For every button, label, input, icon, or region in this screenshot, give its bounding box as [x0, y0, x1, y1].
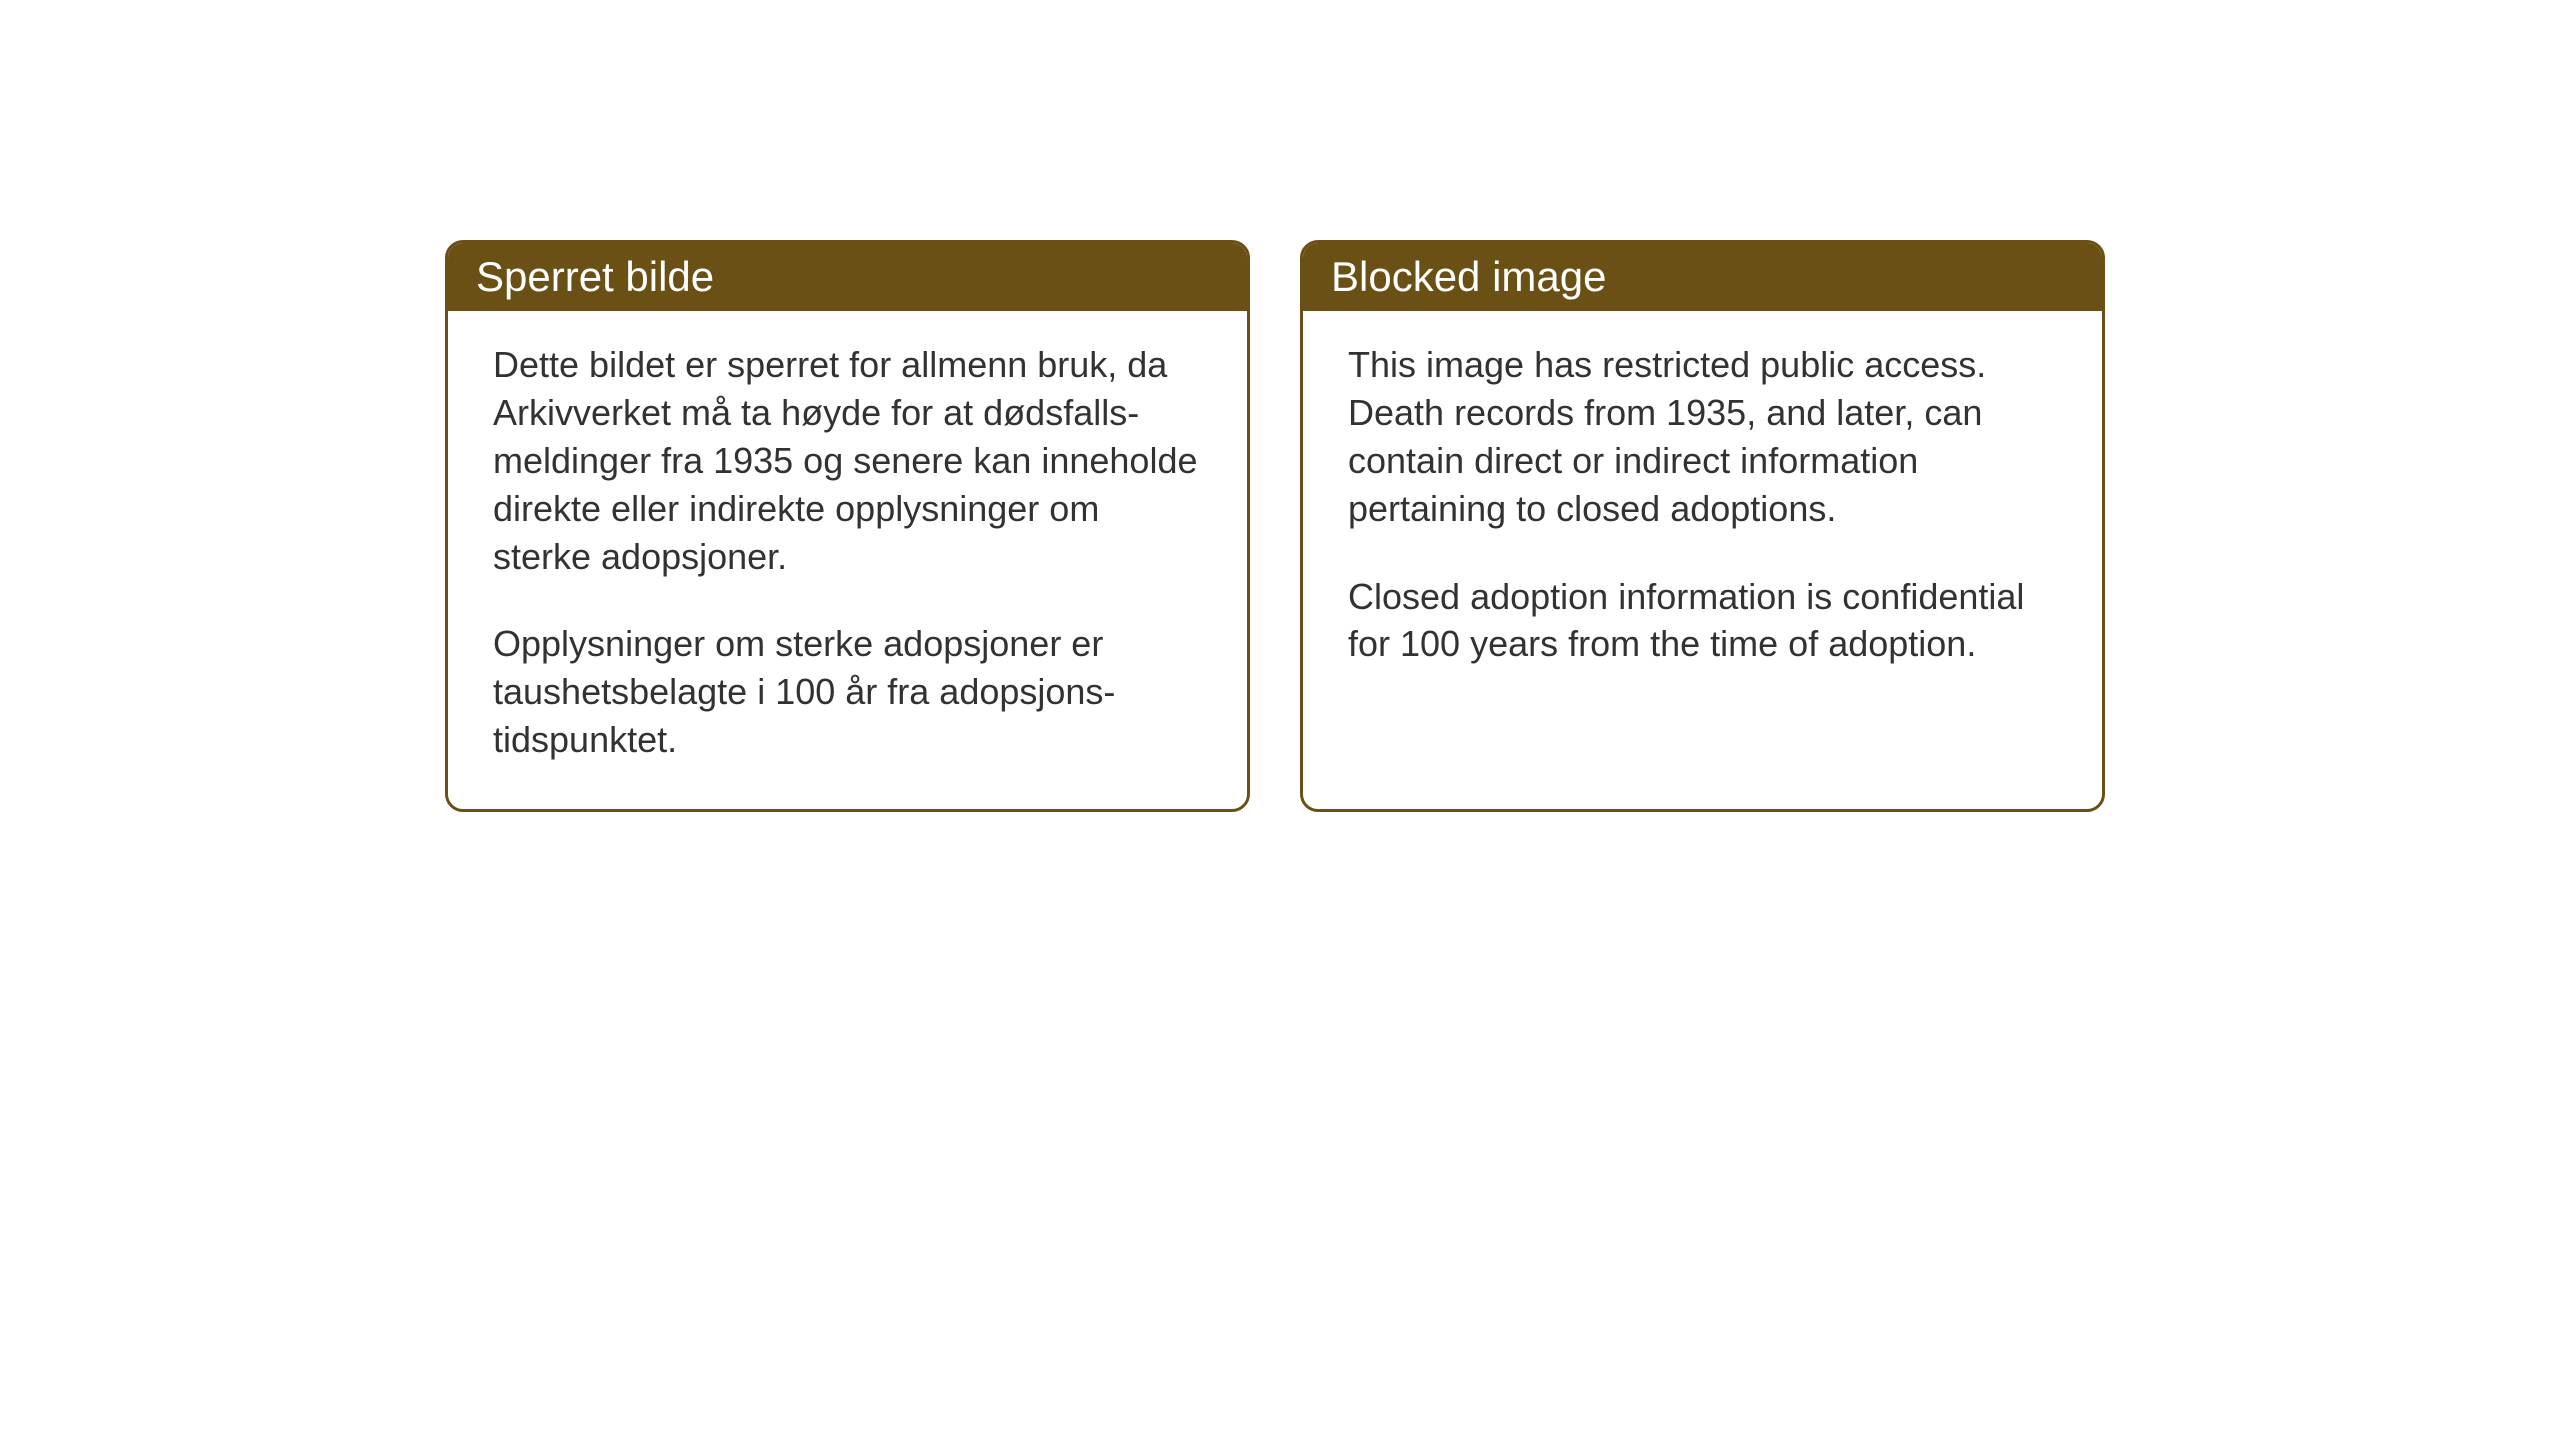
notice-paragraph: This image has restricted public access.…: [1348, 341, 2057, 533]
notice-header-norwegian: Sperret bilde: [448, 243, 1247, 311]
notice-header-english: Blocked image: [1303, 243, 2102, 311]
notices-container: Sperret bilde Dette bildet er sperret fo…: [445, 240, 2105, 812]
notice-box-english: Blocked image This image has restricted …: [1300, 240, 2105, 812]
notice-body-norwegian: Dette bildet er sperret for allmenn bruk…: [448, 311, 1247, 809]
notice-paragraph: Dette bildet er sperret for allmenn bruk…: [493, 341, 1202, 580]
notice-paragraph: Opplysninger om sterke adopsjoner er tau…: [493, 620, 1202, 764]
notice-body-english: This image has restricted public access.…: [1303, 311, 2102, 713]
notice-paragraph: Closed adoption information is confident…: [1348, 573, 2057, 669]
notice-box-norwegian: Sperret bilde Dette bildet er sperret fo…: [445, 240, 1250, 812]
